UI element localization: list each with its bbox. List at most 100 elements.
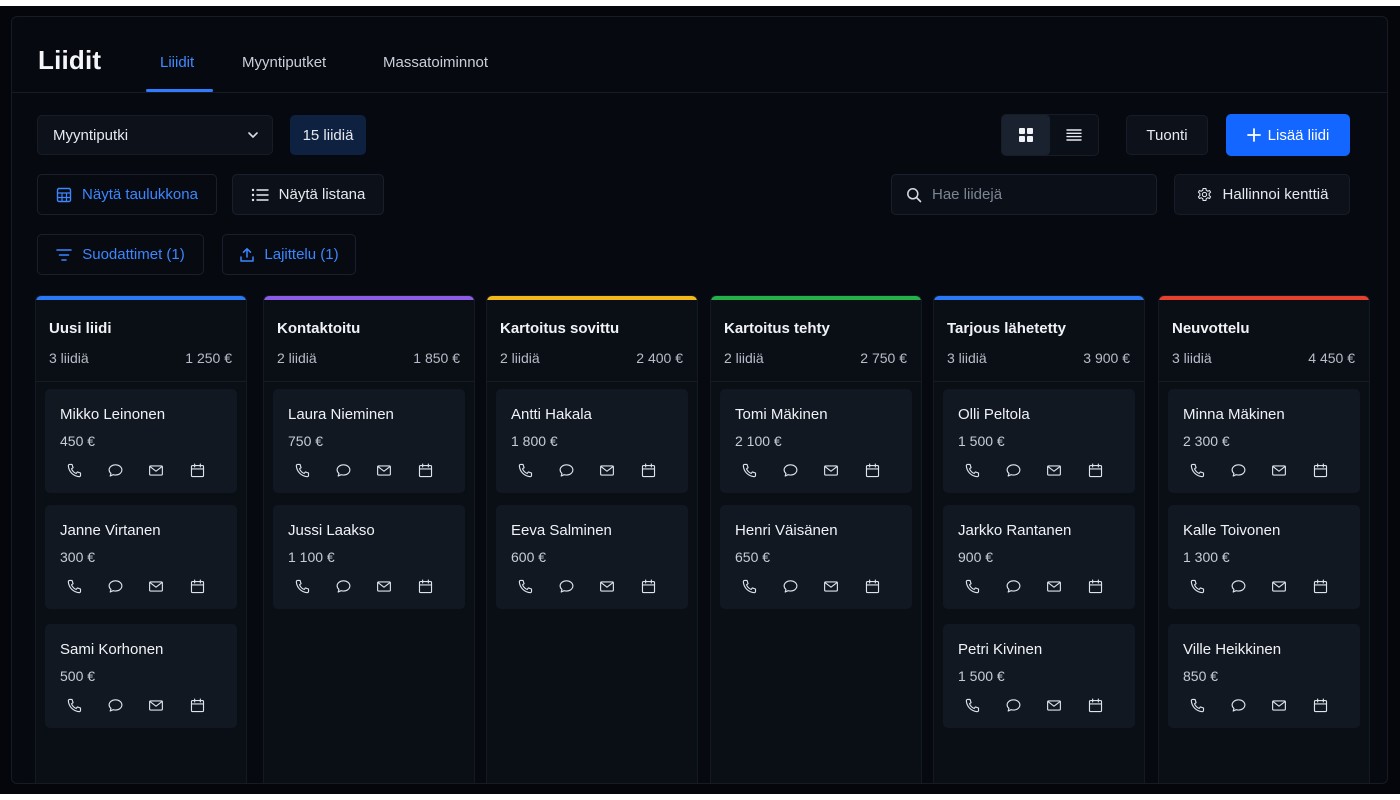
mail-action-mail-icon[interactable] xyxy=(822,461,840,479)
phone-action-phone-icon[interactable] xyxy=(963,461,981,479)
pipeline-column: Uusi liidi 3 liidiä 1 250 € Mikko Leinonen 4… xyxy=(35,295,247,783)
lead-card[interactable]: Kalle Toivonen 1 300 € xyxy=(1168,505,1360,609)
sort-button[interactable]: Lajittelu (1) xyxy=(222,234,356,275)
list-view-button[interactable] xyxy=(1050,115,1098,155)
calendar-action-calendar-icon[interactable] xyxy=(639,577,657,595)
calendar-action-calendar-icon[interactable] xyxy=(863,461,881,479)
calendar-action-calendar-icon[interactable] xyxy=(416,577,434,595)
phone-action-phone-icon[interactable] xyxy=(293,461,311,479)
phone-action-phone-icon[interactable] xyxy=(740,461,758,479)
chat-action-chat-icon[interactable] xyxy=(1229,461,1247,479)
lead-card[interactable]: Minna Mäkinen 2 300 € xyxy=(1168,389,1360,493)
lead-card[interactable]: Olli Peltola 1 500 € xyxy=(943,389,1135,493)
chat-action-chat-icon[interactable] xyxy=(106,461,124,479)
search-input[interactable] xyxy=(932,186,1132,203)
calendar-action-calendar-icon[interactable] xyxy=(1086,461,1104,479)
chat-action-chat-icon[interactable] xyxy=(781,577,799,595)
lead-card[interactable]: Henri Väisänen 650 € xyxy=(720,505,912,609)
lead-name: Jarkko Rantanen xyxy=(958,522,1072,539)
lead-actions xyxy=(516,461,657,479)
lead-card[interactable]: Ville Heikkinen 850 € xyxy=(1168,624,1360,728)
calendar-action-calendar-icon[interactable] xyxy=(1311,696,1329,714)
lead-card[interactable]: Petri Kivinen 1 500 € xyxy=(943,624,1135,728)
chat-action-chat-icon[interactable] xyxy=(1229,577,1247,595)
phone-action-phone-icon[interactable] xyxy=(740,577,758,595)
chat-action-chat-icon[interactable] xyxy=(334,577,352,595)
calendar-action-calendar-icon[interactable] xyxy=(1086,577,1104,595)
board-view-button[interactable] xyxy=(1002,115,1050,155)
tab-pipelines[interactable]: Myyntiputket xyxy=(242,54,327,71)
column-header: Kontaktoitu 2 liidiä 1 850 € xyxy=(264,300,474,382)
phone-action-phone-icon[interactable] xyxy=(1188,577,1206,595)
lead-card[interactable]: Jarkko Rantanen 900 € xyxy=(943,505,1135,609)
mail-action-mail-icon[interactable] xyxy=(147,577,165,595)
calendar-action-calendar-icon[interactable] xyxy=(1311,577,1329,595)
phone-action-phone-icon[interactable] xyxy=(963,696,981,714)
mail-action-mail-icon[interactable] xyxy=(375,461,393,479)
phone-action-phone-icon[interactable] xyxy=(963,577,981,595)
lead-card[interactable]: Antti Hakala 1 800 € xyxy=(496,389,688,493)
mail-action-mail-icon[interactable] xyxy=(1270,696,1288,714)
chat-action-chat-icon[interactable] xyxy=(106,696,124,714)
phone-action-phone-icon[interactable] xyxy=(516,577,534,595)
lead-card[interactable]: Laura Nieminen 750 € xyxy=(273,389,465,493)
phone-action-phone-icon[interactable] xyxy=(293,577,311,595)
calendar-action-calendar-icon[interactable] xyxy=(416,461,434,479)
search-field[interactable] xyxy=(891,174,1157,215)
chat-action-chat-icon[interactable] xyxy=(557,577,575,595)
lead-card[interactable]: Eeva Salminen 600 € xyxy=(496,505,688,609)
tab-bulk-actions[interactable]: Massatoiminnot xyxy=(383,54,489,71)
sort-label: Lajittelu (1) xyxy=(264,246,339,263)
calendar-action-calendar-icon[interactable] xyxy=(863,577,881,595)
lead-actions xyxy=(1188,696,1329,714)
mail-action-mail-icon[interactable] xyxy=(375,577,393,595)
pipeline-select[interactable]: Myyntiputki xyxy=(37,115,273,155)
phone-action-phone-icon[interactable] xyxy=(65,696,83,714)
chat-action-chat-icon[interactable] xyxy=(106,577,124,595)
calendar-action-calendar-icon[interactable] xyxy=(1086,696,1104,714)
mail-action-mail-icon[interactable] xyxy=(147,461,165,479)
phone-action-phone-icon[interactable] xyxy=(516,461,534,479)
calendar-action-calendar-icon[interactable] xyxy=(1311,461,1329,479)
mail-action-mail-icon[interactable] xyxy=(1270,461,1288,479)
list-view-text-button[interactable]: Näytä listana xyxy=(232,174,384,215)
calendar-action-calendar-icon[interactable] xyxy=(188,577,206,595)
calendar-action-calendar-icon[interactable] xyxy=(188,696,206,714)
chat-action-chat-icon[interactable] xyxy=(334,461,352,479)
phone-action-phone-icon[interactable] xyxy=(1188,696,1206,714)
chat-action-chat-icon[interactable] xyxy=(781,461,799,479)
mail-action-mail-icon[interactable] xyxy=(1045,577,1063,595)
lead-card[interactable]: Janne Virtanen 300 € xyxy=(45,505,237,609)
mail-action-mail-icon[interactable] xyxy=(598,577,616,595)
column-total-value: 1 850 € xyxy=(413,350,460,366)
mail-action-mail-icon[interactable] xyxy=(147,696,165,714)
tab-leads[interactable]: Liiidit xyxy=(160,54,195,71)
mail-action-mail-icon[interactable] xyxy=(1045,461,1063,479)
phone-action-phone-icon[interactable] xyxy=(1188,461,1206,479)
lead-card[interactable]: Jussi Laakso 1 100 € xyxy=(273,505,465,609)
column-header: Uusi liidi 3 liidiä 1 250 € xyxy=(36,300,246,382)
table-view-button[interactable]: Näytä taulukkona xyxy=(37,174,217,215)
import-button[interactable]: Tuonti xyxy=(1126,115,1208,155)
lead-card[interactable]: Mikko Leinonen 450 € xyxy=(45,389,237,493)
calendar-action-calendar-icon[interactable] xyxy=(188,461,206,479)
add-lead-button[interactable]: Lisää liidi xyxy=(1226,114,1350,156)
phone-action-phone-icon[interactable] xyxy=(65,577,83,595)
lead-value: 850 € xyxy=(1183,668,1219,684)
mail-action-mail-icon[interactable] xyxy=(598,461,616,479)
chat-action-chat-icon[interactable] xyxy=(557,461,575,479)
lead-name: Minna Mäkinen xyxy=(1183,406,1285,423)
chat-action-chat-icon[interactable] xyxy=(1229,696,1247,714)
chat-action-chat-icon[interactable] xyxy=(1004,577,1022,595)
mail-action-mail-icon[interactable] xyxy=(822,577,840,595)
manage-fields-button[interactable]: Hallinnoi kenttiä xyxy=(1174,174,1350,215)
calendar-action-calendar-icon[interactable] xyxy=(639,461,657,479)
lead-card[interactable]: Tomi Mäkinen 2 100 € xyxy=(720,389,912,493)
mail-action-mail-icon[interactable] xyxy=(1045,696,1063,714)
mail-action-mail-icon[interactable] xyxy=(1270,577,1288,595)
phone-action-phone-icon[interactable] xyxy=(65,461,83,479)
filters-button[interactable]: Suodattimet (1) xyxy=(37,234,204,275)
chat-action-chat-icon[interactable] xyxy=(1004,696,1022,714)
chat-action-chat-icon[interactable] xyxy=(1004,461,1022,479)
lead-card[interactable]: Sami Korhonen 500 € xyxy=(45,624,237,728)
